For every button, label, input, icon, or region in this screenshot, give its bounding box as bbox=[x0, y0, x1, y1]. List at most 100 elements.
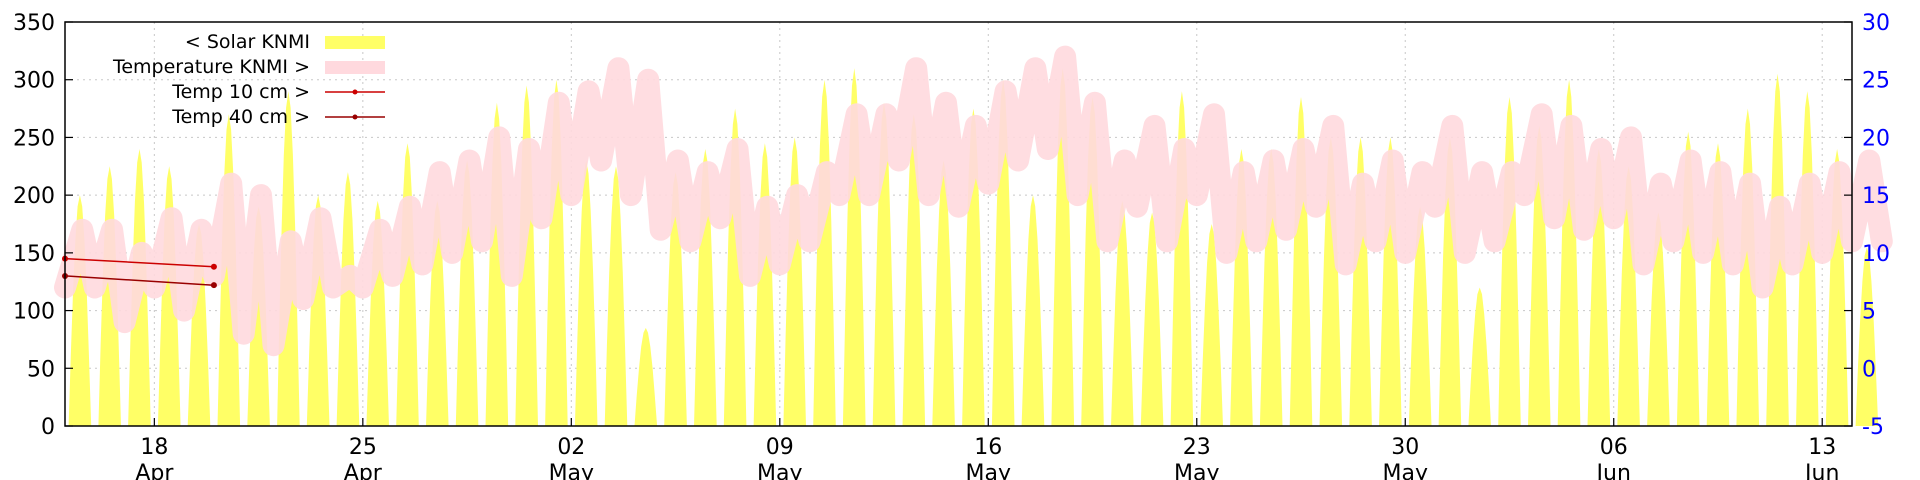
solar-daily-pulse bbox=[1825, 149, 1849, 426]
solar-daily-pulse bbox=[545, 79, 568, 426]
temp-10cm-point bbox=[210, 263, 217, 270]
solar-daily-pulse bbox=[1200, 224, 1223, 426]
solar-daily-pulse bbox=[604, 166, 628, 427]
x-tick-day: 16 bbox=[974, 435, 1002, 460]
y-left-tick-label: 50 bbox=[27, 357, 55, 382]
y-right-tick-label: 20 bbox=[1862, 126, 1890, 151]
solar-daily-pulse bbox=[157, 166, 181, 427]
legend-swatch-point bbox=[352, 89, 358, 95]
legend: < Solar KNMI Temperature KNMI > Temp 10 cm… bbox=[112, 31, 385, 128]
solar-daily-pulse bbox=[1379, 137, 1402, 426]
y-left-tick-label: 200 bbox=[13, 184, 55, 209]
y-left-tick-label: 350 bbox=[13, 11, 55, 36]
solar-daily-pulse bbox=[1706, 143, 1730, 426]
solar-daily-pulse bbox=[68, 195, 92, 426]
y-axis-left: 0 50 100 150 200 250 300 350 bbox=[13, 11, 73, 440]
solar-daily-pulse bbox=[991, 79, 1015, 426]
solar-daily-pulse bbox=[1647, 212, 1670, 426]
solar-series bbox=[68, 68, 1879, 427]
x-tick-month: May bbox=[966, 461, 1011, 480]
x-tick-day: 18 bbox=[140, 435, 168, 460]
y-right-tick-label: 25 bbox=[1862, 69, 1890, 94]
solar-daily-pulse bbox=[813, 79, 836, 426]
y-right-tick-label: 10 bbox=[1862, 242, 1890, 267]
solar-daily-pulse bbox=[872, 102, 896, 427]
solar-daily-pulse bbox=[1021, 195, 1045, 426]
legend-label: < Solar KNMI bbox=[185, 31, 310, 53]
solar-daily-pulse bbox=[1855, 247, 1879, 426]
y-right-tick-label: 5 bbox=[1862, 300, 1876, 325]
x-tick-day: 23 bbox=[1183, 435, 1211, 460]
y-right-tick-label: -5 bbox=[1862, 415, 1884, 440]
solar-daily-pulse bbox=[306, 195, 330, 426]
solar-daily-pulse bbox=[634, 327, 658, 426]
solar-daily-pulse bbox=[902, 114, 926, 427]
solar-daily-pulse bbox=[1051, 68, 1075, 426]
x-axis: 18Apr25Apr02May09May16May23May30May06Jun… bbox=[135, 418, 1839, 480]
solar-daily-pulse bbox=[694, 149, 717, 426]
solar-daily-pulse bbox=[1408, 206, 1432, 426]
y-left-tick-label: 0 bbox=[41, 415, 55, 440]
x-tick-day: 02 bbox=[557, 435, 585, 460]
x-tick-month: May bbox=[757, 461, 802, 480]
solar-daily-pulse bbox=[426, 200, 449, 426]
solar-daily-pulse bbox=[1230, 149, 1253, 426]
y-left-tick-label: 100 bbox=[13, 300, 55, 325]
solar-daily-pulse bbox=[1081, 97, 1104, 426]
temp-10cm-line bbox=[64, 257, 214, 268]
x-tick-month: May bbox=[1174, 461, 1219, 480]
solar-daily-pulse bbox=[515, 85, 538, 426]
solar-daily-pulse bbox=[1170, 91, 1194, 427]
y-axis-right: -5 0 5 10 15 20 25 30 bbox=[1844, 11, 1890, 440]
solar-daily-pulse bbox=[842, 68, 866, 426]
solar-daily-pulse bbox=[1259, 149, 1283, 426]
solar-daily-pulse bbox=[1111, 200, 1134, 426]
solar-daily-pulse bbox=[1140, 212, 1164, 426]
solar-daily-pulse bbox=[366, 200, 389, 426]
solar-daily-pulse bbox=[1498, 97, 1521, 426]
solar-daily-pulse bbox=[1676, 131, 1700, 426]
temp-40cm-line bbox=[64, 275, 214, 286]
solar-daily-pulse bbox=[396, 143, 419, 426]
solar-daily-pulse bbox=[1319, 137, 1343, 426]
solar-daily-pulse bbox=[1557, 79, 1581, 426]
solar-daily-pulse bbox=[753, 143, 777, 426]
solar-daily-pulse bbox=[98, 166, 121, 427]
legend-swatch bbox=[325, 36, 385, 49]
solar-daily-pulse bbox=[1617, 166, 1640, 427]
legend-swatch bbox=[325, 61, 385, 74]
solar-daily-pulse bbox=[336, 172, 360, 426]
solar-daily-pulse bbox=[455, 160, 479, 426]
solar-daily-pulse bbox=[1349, 137, 1372, 426]
y-right-tick-label: 0 bbox=[1862, 357, 1876, 382]
solar-daily-pulse bbox=[485, 102, 509, 427]
x-tick-month: May bbox=[549, 461, 594, 480]
x-tick-month: Jun bbox=[1595, 461, 1631, 480]
y-right-tick-label: 15 bbox=[1862, 184, 1890, 209]
solar-daily-pulse bbox=[723, 108, 747, 426]
solar-daily-pulse bbox=[664, 172, 687, 426]
y-left-tick-label: 300 bbox=[13, 69, 55, 94]
x-tick-day: 13 bbox=[1808, 435, 1836, 460]
x-tick-month: May bbox=[1383, 461, 1428, 480]
solar-daily-pulse bbox=[574, 160, 598, 426]
solar-daily-pulse bbox=[187, 224, 211, 426]
y-left-tick-label: 150 bbox=[13, 242, 55, 267]
x-tick-month: Jun bbox=[1803, 461, 1839, 480]
temperature-band bbox=[54, 45, 1893, 357]
x-tick-month: Apr bbox=[344, 461, 383, 480]
solar-daily-pulse bbox=[783, 137, 806, 426]
x-tick-day: 06 bbox=[1600, 435, 1628, 460]
y-left-tick-label: 250 bbox=[13, 126, 55, 151]
x-tick-month: Apr bbox=[135, 461, 174, 480]
solar-daily-pulse bbox=[1438, 137, 1462, 426]
solar-daily-pulse bbox=[1468, 287, 1491, 426]
y-right-tick-label: 30 bbox=[1862, 11, 1890, 36]
solar-daily-pulse bbox=[932, 160, 955, 426]
temp-40cm-point bbox=[210, 282, 217, 289]
solar-daily-pulse bbox=[1289, 97, 1313, 426]
solar-daily-pulse bbox=[1736, 108, 1760, 426]
solar-daily-pulse bbox=[247, 206, 270, 426]
x-tick-day: 30 bbox=[1391, 435, 1419, 460]
